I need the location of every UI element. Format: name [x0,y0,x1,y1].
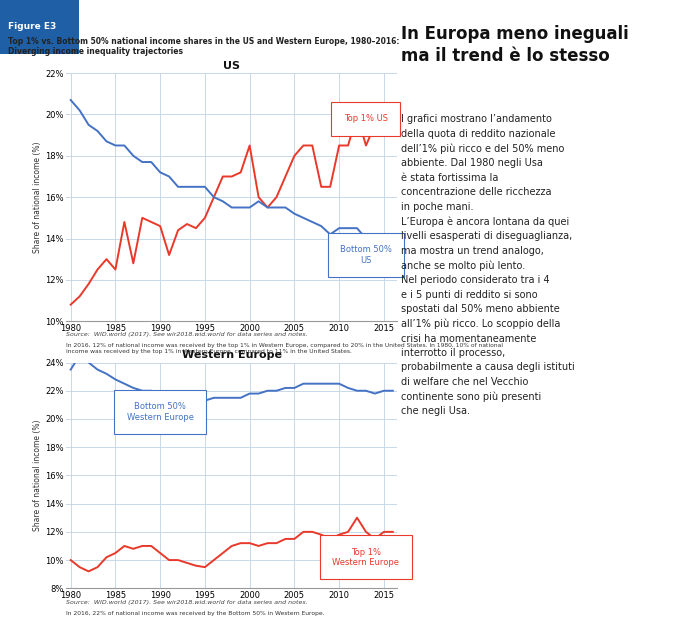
Text: Top 1%
Western Europe: Top 1% Western Europe [332,548,399,567]
Title: US: US [223,61,240,71]
Text: Figure E3: Figure E3 [8,22,56,31]
Y-axis label: Share of national income (%): Share of national income (%) [33,420,42,531]
Text: I grafici mostrano l’andamento
della quota di reddito nazionale
dell’1% più ricc: I grafici mostrano l’andamento della quo… [401,114,574,417]
Text: In 2016, 22% of national income was received by the Bottom 50% in Western Europe: In 2016, 22% of national income was rece… [66,611,325,616]
Text: Diverging income inequality trajectories: Diverging income inequality trajectories [8,47,183,56]
Text: In Europa meno ineguali
ma il trend è lo stesso: In Europa meno ineguali ma il trend è lo… [401,25,629,65]
Text: Bottom 50%
Western Europe: Bottom 50% Western Europe [127,402,194,422]
Text: In 2016, 12% of national income was received by the top 1% in Western Europe, co: In 2016, 12% of national income was rece… [66,343,503,354]
Text: Top 1% vs. Bottom 50% national income shares in the US and Western Europe, 1980–: Top 1% vs. Bottom 50% national income sh… [8,37,400,46]
Text: Top 1% US: Top 1% US [344,114,388,123]
Text: Source:  WID.world (2017). See wir2018.wid.world for data series and notes.: Source: WID.world (2017). See wir2018.wi… [66,600,308,605]
Text: Source:  WID.world (2017). See wir2018.wid.world for data series and notes.: Source: WID.world (2017). See wir2018.wi… [66,332,308,337]
Y-axis label: Share of national income (%): Share of national income (%) [33,141,42,253]
Title: Western Europe: Western Europe [182,350,282,361]
Text: Bottom 50%
US: Bottom 50% US [340,245,392,265]
